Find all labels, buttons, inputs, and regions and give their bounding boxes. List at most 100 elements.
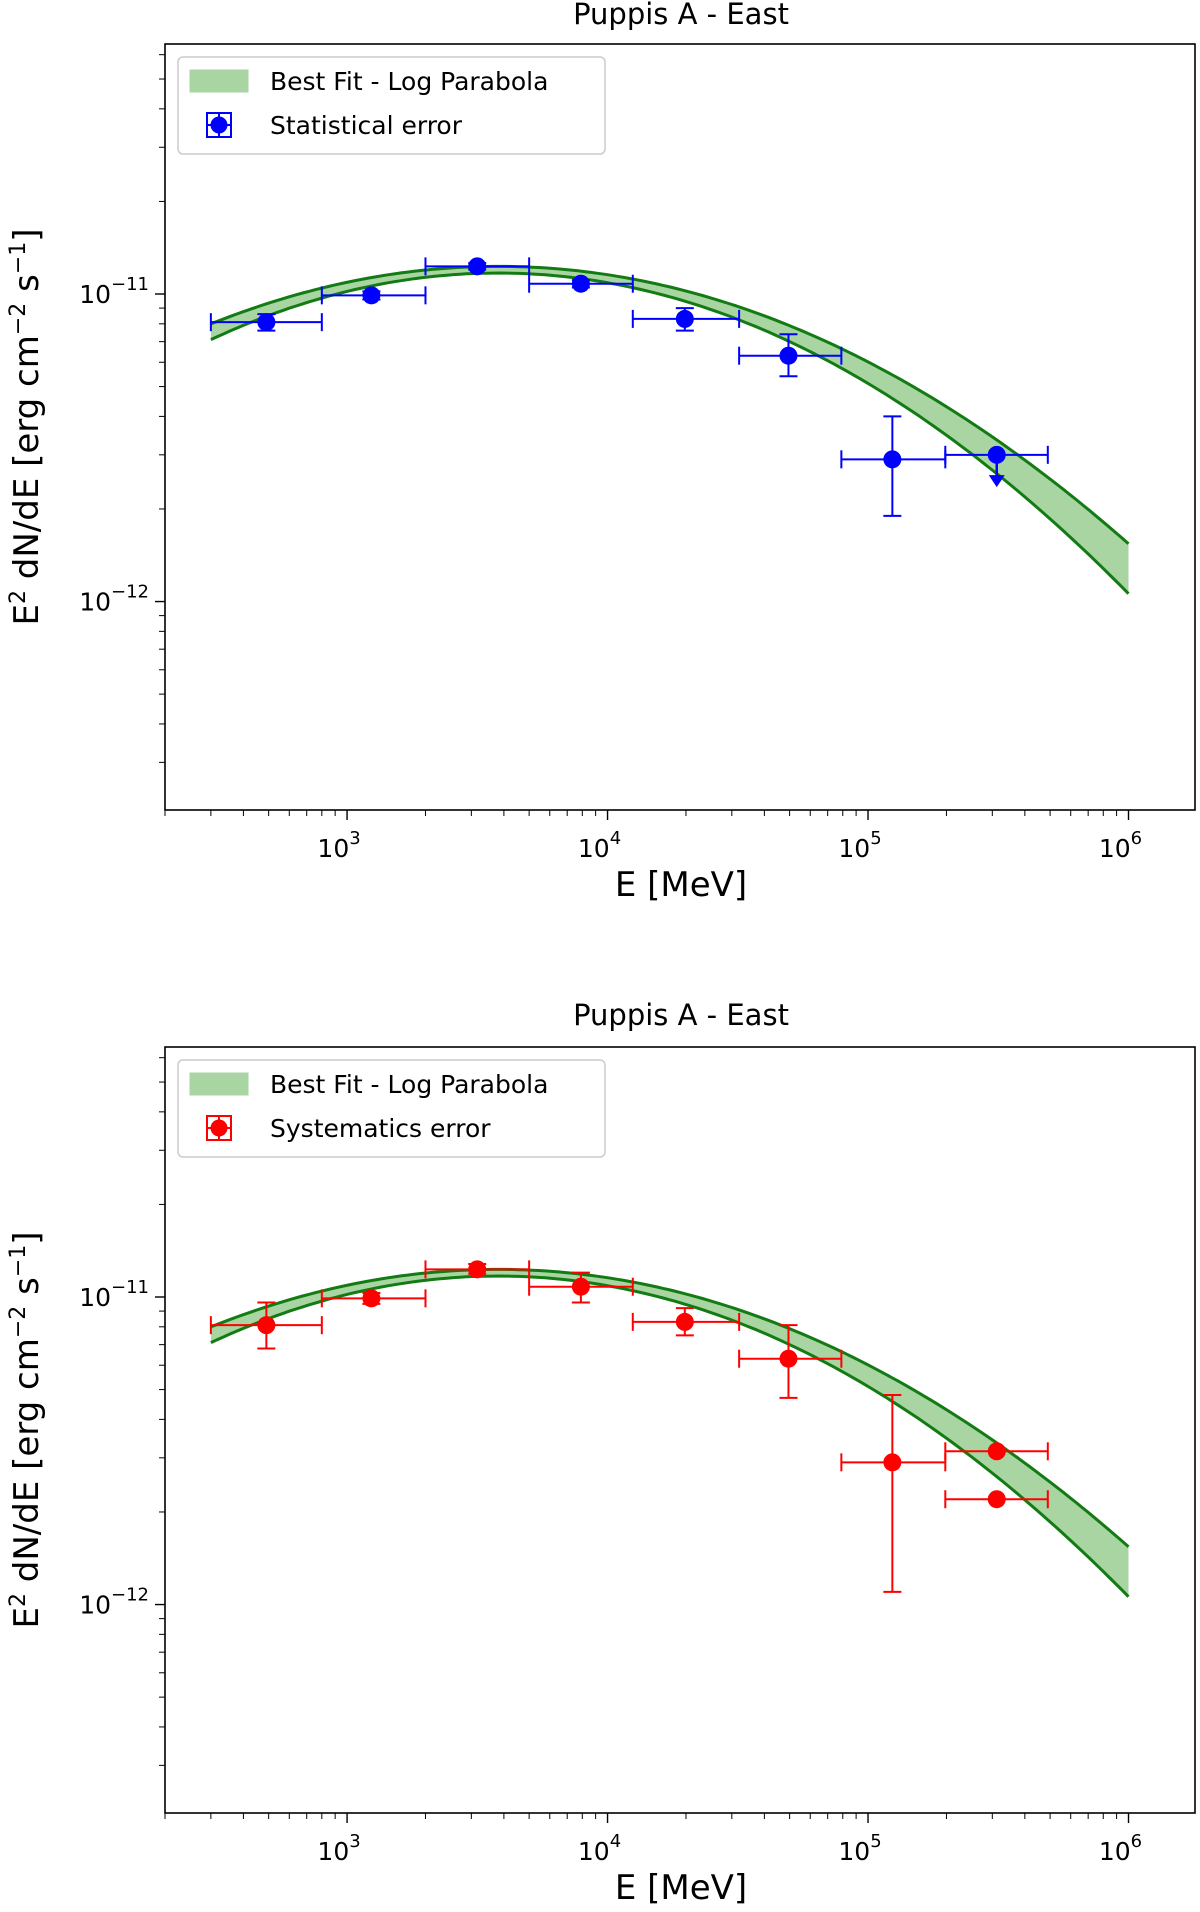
tick-label-exponent: 5 xyxy=(870,828,881,849)
data-marker xyxy=(571,1277,590,1296)
y-label-part: dN/dE [erg cm xyxy=(7,335,47,590)
tick-label-exponent: 5 xyxy=(870,1831,881,1852)
x-tick-label: 104 xyxy=(578,828,621,863)
y-label-part: dN/dE [erg cm xyxy=(7,1338,47,1593)
x-tick-label: 105 xyxy=(838,1831,881,1866)
data-point xyxy=(738,333,843,378)
tick-label-base: 10 xyxy=(838,1837,870,1866)
y-label-part: s xyxy=(7,1277,47,1306)
y-tick-label: 10−12 xyxy=(79,582,149,617)
data-point xyxy=(320,1289,427,1308)
chart-title: Puppis A - East xyxy=(573,998,789,1032)
data-marker xyxy=(362,1289,381,1308)
x-tick-label: 106 xyxy=(1099,828,1142,863)
data-marker xyxy=(987,1490,1006,1509)
y-label-sup: −1 xyxy=(6,242,31,274)
plot-frame xyxy=(164,43,1196,811)
data-point xyxy=(209,313,323,332)
chart-title: Puppis A - East xyxy=(573,0,789,31)
band-upper-edge xyxy=(210,1267,1130,1548)
legend-label: Best Fit - Log Parabola xyxy=(270,1070,548,1099)
legend-label: Systematics error xyxy=(270,1114,491,1143)
data-point xyxy=(944,445,1049,488)
data-marker xyxy=(571,274,590,293)
data-point xyxy=(840,1394,947,1593)
tick-label-base: 10 xyxy=(578,834,610,863)
tick-label-base: 10 xyxy=(838,834,870,863)
y-label-sup: 2 xyxy=(6,590,31,604)
legend-errorbar-swatch xyxy=(206,1115,232,1141)
tick-label-exponent: 4 xyxy=(610,1831,621,1852)
tick-label-base: 10 xyxy=(79,1591,111,1620)
y-label-sup: 2 xyxy=(6,1593,31,1607)
data-point xyxy=(424,1260,531,1279)
data-point xyxy=(209,1301,323,1350)
y-label-part: ] xyxy=(7,1231,47,1244)
data-marker xyxy=(468,257,487,276)
legend: Best Fit - Log Parabola Systematics erro… xyxy=(177,1059,606,1158)
x-axis-label: E [MeV] xyxy=(615,865,747,905)
tick-label-base: 10 xyxy=(79,280,111,309)
y-tick-label: 10−12 xyxy=(79,1585,149,1620)
x-tick-label: 105 xyxy=(838,828,881,863)
tick-label-base: 10 xyxy=(1099,834,1131,863)
data-point xyxy=(944,1442,1049,1461)
tick-label-exponent: 6 xyxy=(1131,1831,1142,1852)
tick-label-base: 10 xyxy=(79,588,111,617)
tick-label-exponent: −11 xyxy=(111,1277,149,1298)
tick-label-exponent: 3 xyxy=(349,828,360,849)
upper-limit-arrowhead xyxy=(988,475,1005,488)
data-marker xyxy=(883,1453,902,1472)
x-tick-label: 103 xyxy=(317,828,360,863)
y-tick-label: 10−11 xyxy=(79,274,149,309)
data-marker xyxy=(675,1312,694,1331)
best-fit-band xyxy=(210,266,1129,594)
data-marker xyxy=(987,1442,1006,1461)
y-tick-label: 10−11 xyxy=(79,1277,149,1312)
y-label-sup: −2 xyxy=(6,1306,31,1338)
legend-frame xyxy=(177,1059,606,1158)
legend-label: Best Fit - Log Parabola xyxy=(270,67,548,96)
tick-label-exponent: −12 xyxy=(111,582,149,603)
data-marker xyxy=(675,309,694,328)
y-label-part: s xyxy=(7,274,47,303)
plot-frame xyxy=(164,1046,1196,1814)
tick-label-exponent: −12 xyxy=(111,1585,149,1606)
x-axis-label: E [MeV] xyxy=(615,1868,747,1908)
data-point xyxy=(528,1271,634,1304)
data-point xyxy=(944,1490,1049,1509)
tick-label-exponent: 6 xyxy=(1131,828,1142,849)
data-marker xyxy=(257,1316,276,1335)
tick-label-base: 10 xyxy=(317,834,349,863)
legend-errorbar-swatch xyxy=(206,112,232,138)
tick-label-exponent: −11 xyxy=(111,274,149,295)
data-point xyxy=(631,307,741,332)
x-tick-label: 104 xyxy=(578,1831,621,1866)
legend-frame xyxy=(177,56,606,155)
data-marker xyxy=(883,450,902,469)
y-axis-label: E2 dN/dE [erg cm−2 s−1] xyxy=(6,1231,47,1628)
tick-label-base: 10 xyxy=(578,1837,610,1866)
legend-band-swatch xyxy=(189,1072,249,1096)
data-marker xyxy=(779,346,798,365)
legend-swatch-marker xyxy=(210,1119,228,1137)
band-upper-edge xyxy=(210,264,1130,545)
tick-label-base: 10 xyxy=(1099,1837,1131,1866)
band-lower-edge xyxy=(210,271,1130,595)
band-lower-edge xyxy=(210,1274,1130,1598)
data-point xyxy=(840,415,947,517)
data-point xyxy=(424,257,531,276)
y-label-sup: −1 xyxy=(6,1245,31,1277)
y-label-sup: −2 xyxy=(6,303,31,335)
best-fit-band xyxy=(210,1269,1129,1597)
y-label-part: E xyxy=(7,1607,47,1628)
data-point xyxy=(320,286,427,305)
tick-label-base: 10 xyxy=(79,1283,111,1312)
data-marker xyxy=(362,286,381,305)
y-label-part: E xyxy=(7,604,47,625)
legend-band-swatch xyxy=(189,69,249,93)
tick-label-exponent: 3 xyxy=(349,1831,360,1852)
